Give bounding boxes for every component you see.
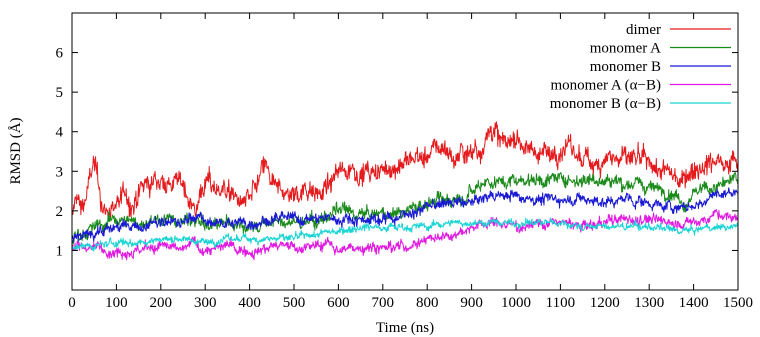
x-tick-label: 900 — [460, 295, 483, 311]
x-tick-label: 700 — [372, 295, 395, 311]
legend: dimer monomer A monomer B monomer A (α−B) mo… — [550, 22, 731, 112]
legend-label: dimer — [626, 22, 661, 38]
x-axis-label: Time (ns) — [376, 320, 434, 336]
y-tick-label: 3 — [56, 164, 64, 180]
y-tick-label: 2 — [56, 204, 64, 220]
legend-label: monomer A (α−B) — [551, 78, 661, 94]
x-tick-label: 1400 — [679, 295, 709, 311]
x-tick-label: 800 — [416, 295, 439, 311]
x-tick-label: 1500 — [723, 295, 753, 311]
x-tick-label: 1000 — [501, 295, 531, 311]
x-tick-label: 600 — [327, 295, 350, 311]
series-line-1 — [72, 173, 738, 245]
x-tick-label: 400 — [238, 295, 261, 311]
y-tick-label: 1 — [56, 243, 64, 259]
y-tick-label: 4 — [56, 125, 64, 141]
x-tick-label: 500 — [283, 295, 306, 311]
y-tick-label: 6 — [56, 46, 64, 62]
y-axis-label: RMSD (Å) — [8, 117, 24, 184]
legend-label: monomer B — [590, 59, 661, 75]
legend-label: monomer B (α−B) — [550, 96, 661, 112]
x-tick-label: 1300 — [634, 295, 664, 311]
x-tick-label: 1200 — [590, 295, 620, 311]
series-line-0 — [72, 122, 738, 218]
x-tick-label: 1100 — [546, 295, 575, 311]
y-tick-label: 5 — [56, 85, 64, 101]
series-layer — [72, 122, 738, 260]
legend-label: monomer A — [590, 41, 661, 57]
x-tick-label: 0 — [68, 295, 76, 311]
x-tick-label: 100 — [105, 295, 128, 311]
x-tick-label: 300 — [194, 295, 217, 311]
x-tick-label: 200 — [150, 295, 173, 311]
